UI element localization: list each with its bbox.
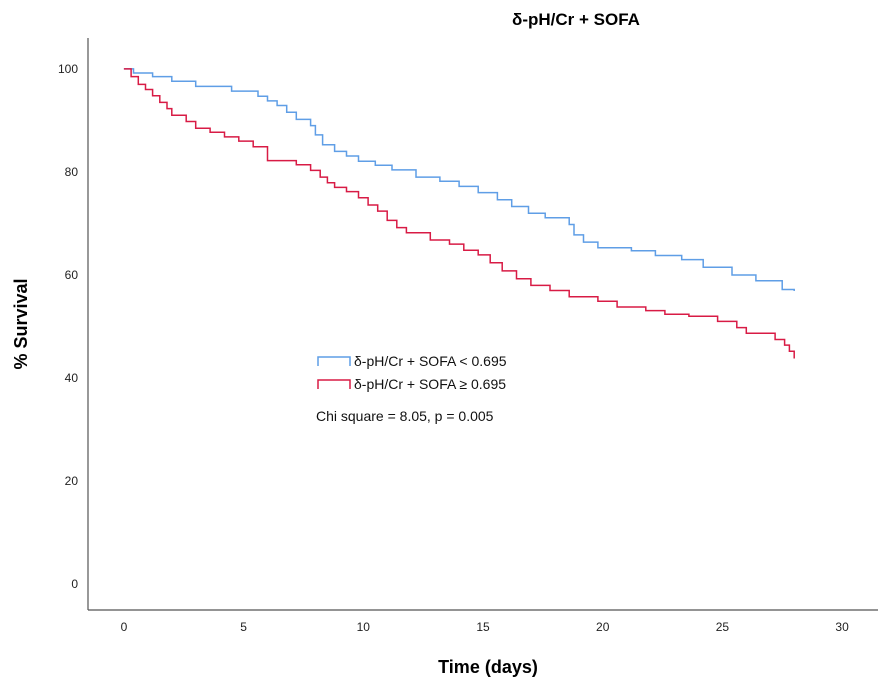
y-tick-labels: 0 20 40 60 80 100	[58, 62, 78, 591]
y-tick-label: 100	[58, 62, 78, 76]
x-tick-label: 10	[357, 620, 371, 634]
chart-title: δ-pH/Cr + SOFA	[512, 10, 640, 29]
y-tick-label: 0	[71, 577, 78, 591]
x-tick-label: 25	[716, 620, 730, 634]
survival-curves	[123, 68, 795, 359]
y-tick-label: 80	[65, 165, 79, 179]
y-tick-label: 60	[65, 268, 79, 282]
y-tick-label: 40	[65, 371, 79, 385]
legend-swatch-series-1	[317, 356, 351, 366]
x-axis-title: Time (days)	[438, 657, 538, 677]
legend: δ-pH/Cr + SOFA < 0.695 δ-pH/Cr + SOFA ≥ …	[316, 353, 507, 424]
legend-label-series-2: δ-pH/Cr + SOFA ≥ 0.695	[354, 376, 506, 392]
y-axis-title: % Survival	[11, 278, 31, 369]
legend-label-series-1: δ-pH/Cr + SOFA < 0.695	[354, 353, 507, 369]
x-tick-labels: 0 5 10 15 20 25 30	[121, 620, 850, 634]
survival-curve-series-1	[123, 68, 795, 291]
x-tick-label: 5	[240, 620, 247, 634]
chi-square-annotation: Chi square = 8.05, p = 0.005	[316, 408, 494, 424]
x-tick-label: 15	[476, 620, 490, 634]
survival-curve-series-2	[123, 68, 795, 359]
x-tick-label: 0	[121, 620, 128, 634]
x-tick-label: 30	[835, 620, 849, 634]
legend-swatch-series-2	[317, 379, 351, 389]
y-tick-label: 20	[65, 474, 79, 488]
plot-area: 0 5 10 15 20 25 30 0 20 40 60 80 100	[58, 38, 878, 634]
x-tick-label: 20	[596, 620, 610, 634]
